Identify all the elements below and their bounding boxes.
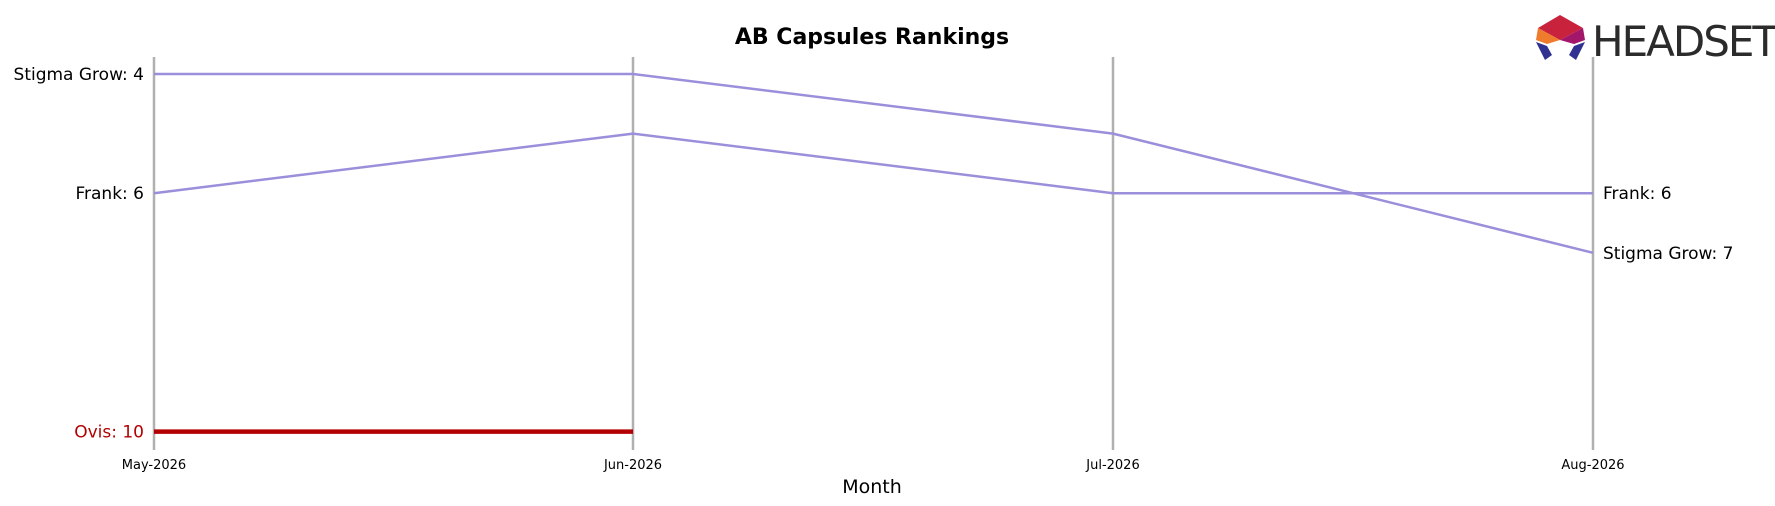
series-lines — [153, 72, 1594, 434]
x-tick-label: Jul-2026 — [1085, 458, 1139, 473]
headset-hexagon-logo-icon — [1536, 15, 1585, 60]
vertical-gridlines — [152, 57, 1595, 450]
left-label-ovis: Ovis: 10 — [74, 423, 144, 443]
left-rank-labels: Stigma Grow: 4 Frank: 6 Ovis: 10 — [14, 65, 144, 443]
x-tick-label: Jun-2026 — [603, 458, 662, 473]
x-axis-label: Month — [842, 476, 902, 498]
right-rank-labels: Frank: 6 Stigma Grow: 7 — [1603, 184, 1733, 264]
chart-title: AB Capsules Rankings — [735, 25, 1009, 50]
left-label-frank: Frank: 6 — [75, 184, 144, 204]
series-line-frank — [153, 132, 1593, 195]
right-label-stigma-grow: Stigma Grow: 7 — [1603, 244, 1733, 264]
x-tick-label: Aug-2026 — [1561, 458, 1624, 473]
x-tick-labels: May-2026 Jun-2026 Jul-2026 Aug-2026 — [122, 458, 1625, 473]
left-label-stigma-grow: Stigma Grow: 4 — [14, 65, 144, 85]
headset-logo: HEADSET — [1536, 15, 1775, 66]
logo-text: HEADSET — [1592, 17, 1775, 66]
x-tick-label: May-2026 — [122, 458, 186, 473]
right-label-frank: Frank: 6 — [1603, 184, 1672, 204]
